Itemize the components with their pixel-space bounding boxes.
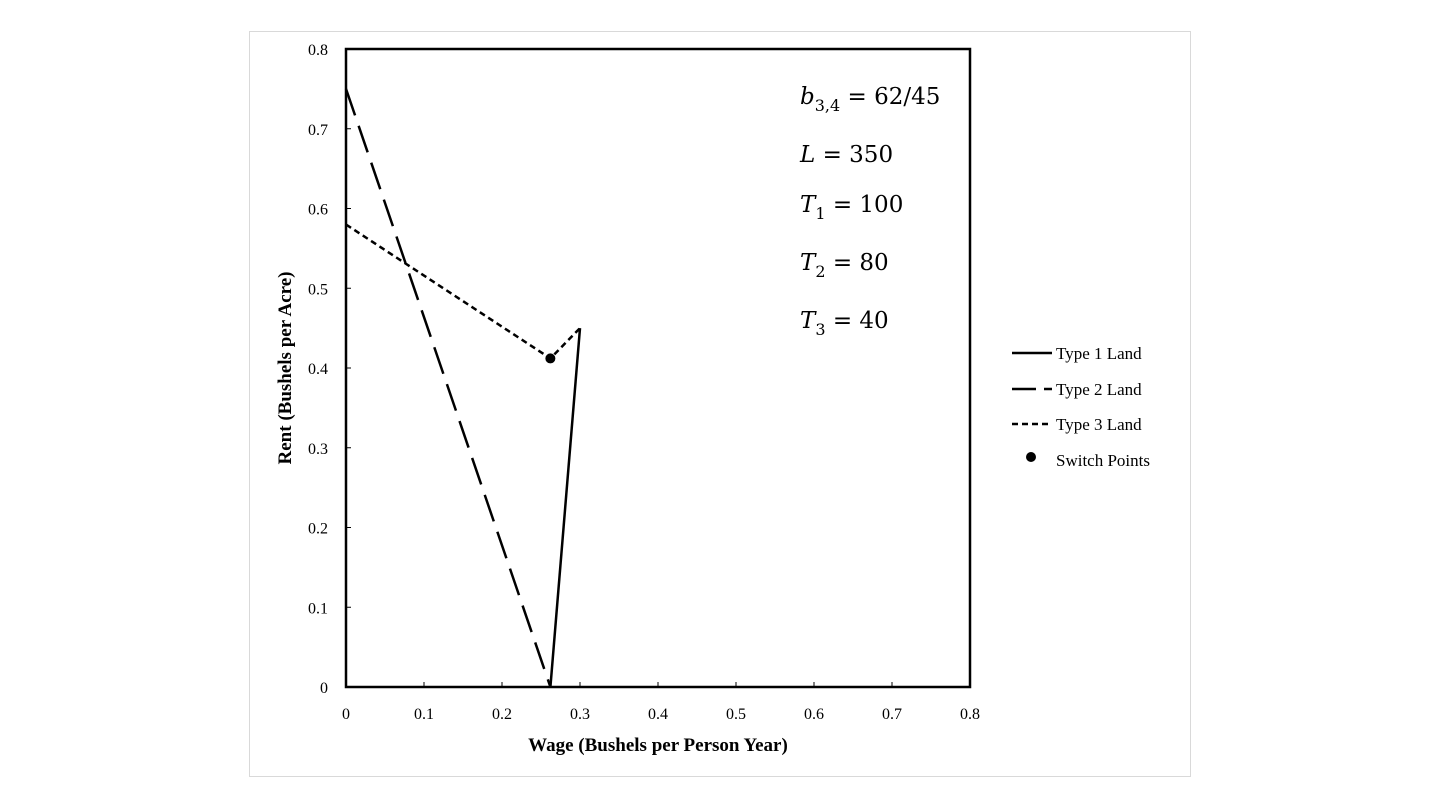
x-tick-label: 0	[342, 706, 350, 723]
legend-swatch-switch-points	[1026, 452, 1036, 462]
y-tick-label: 0.6	[308, 202, 328, 219]
legend-label-type-2-land: Type 2 Land	[1056, 380, 1142, 399]
series-line-type-1-land	[549, 327, 582, 688]
x-tick-label: 0.3	[570, 706, 590, 723]
switch-points-layer	[545, 353, 556, 364]
y-tick-label: 0.5	[308, 281, 328, 298]
legend-label-type-3-land: Type 3 Land	[1056, 415, 1142, 434]
y-tick-label: 0	[320, 680, 328, 697]
legend-label-type-1-land: Type 1 Land	[1056, 344, 1142, 363]
parameter-annotation: b3,4 = 62/45	[800, 84, 940, 115]
x-tick-label: 0.6	[804, 706, 824, 723]
chart-frame	[249, 31, 1191, 777]
series-layer	[344, 88, 582, 688]
parameter-annotations: b3,4 = 62/45 L = 350 T1 = 100 T2 = 80 T3 = 4…	[799, 84, 940, 339]
x-tick-label: 0.2	[492, 706, 512, 723]
x-tick-label: 0.7	[882, 706, 902, 723]
y-tick-label: 0.3	[308, 441, 328, 458]
x-axis-label: Wage (Bushels per Person Year)	[528, 735, 788, 756]
parameter-annotation: T2 = 80	[800, 250, 889, 281]
y-tick-label: 0.4	[308, 361, 328, 378]
y-tick-label: 0.8	[308, 42, 328, 59]
series-line-type-2-land	[344, 88, 552, 688]
parameter-annotation: T3 = 40	[800, 308, 889, 339]
y-tick-label: 0.2	[308, 521, 328, 538]
parameter-annotation: T1 = 100	[800, 192, 903, 223]
y-tick-label: 0.1	[308, 600, 328, 617]
parameter-annotation: L = 350	[799, 142, 893, 168]
y-tick-label: 0.7	[308, 122, 328, 139]
switch-point-marker	[545, 353, 556, 364]
x-tick-label: 0.8	[960, 706, 980, 723]
x-tick-label: 0.4	[648, 706, 668, 723]
x-tick-label: 0.1	[414, 706, 434, 723]
x-tick-label: 0.5	[726, 706, 746, 723]
y-axis-label: Rent (Bushels per Acre)	[275, 272, 296, 465]
legend: Type 1 Land Type 2 Land Type 3 Land Switch …	[1012, 344, 1150, 470]
y-axis-ticks: 0 0.1 0.2 0.3 0.4 0.5 0.6 0.7 0.8	[308, 42, 351, 697]
legend-label-switch-points: Switch Points	[1056, 451, 1150, 470]
series-line-type-3-land	[345, 223, 581, 361]
x-axis-ticks: 0 0.1 0.2 0.3 0.4 0.5 0.6 0.7 0.8	[342, 682, 980, 723]
